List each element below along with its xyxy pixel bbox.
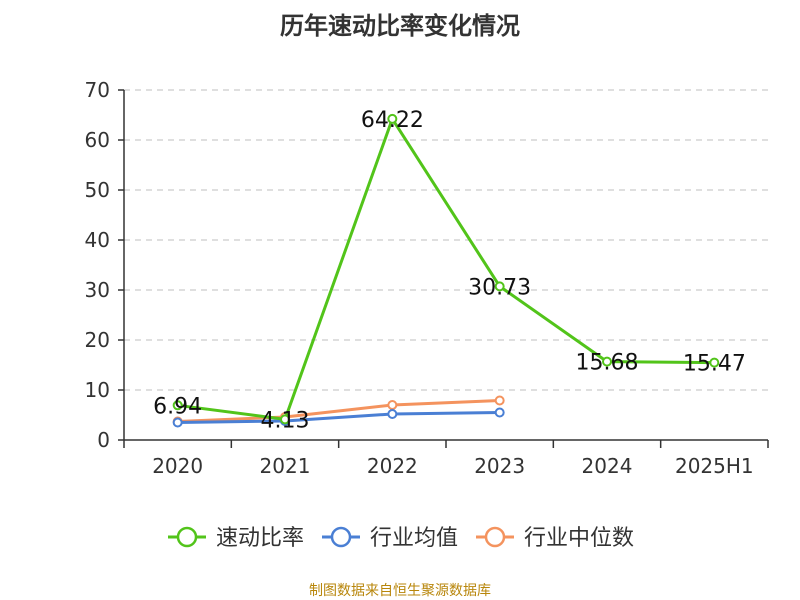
legend: 速动比率 行业均值 行业中位数	[168, 526, 634, 551]
x-tick-label: 2023	[474, 454, 525, 478]
data-point	[172, 417, 183, 428]
data-point	[494, 281, 505, 292]
legend-marker	[484, 526, 506, 548]
legend-marker	[176, 526, 198, 548]
data-point	[387, 113, 398, 124]
data-label: 15.47	[683, 352, 746, 377]
grid-lines	[124, 89, 768, 391]
data-point	[494, 407, 505, 418]
legend-label: 行业均值	[370, 526, 458, 551]
data-label: 4.13	[261, 408, 310, 433]
x-tick-label: 2024	[582, 454, 633, 478]
legend-label: 行业中位数	[524, 526, 634, 551]
x-tick-label: 2025H1	[675, 454, 754, 478]
chart-title: 历年速动比率变化情况	[280, 12, 520, 40]
data-labels: 6.94 4.13 64.22 30.73 15.68 15.47	[153, 108, 746, 433]
data-point	[602, 356, 612, 367]
data-label: 6.94	[153, 394, 202, 419]
data-point	[387, 409, 398, 419]
legend-label: 速动比率	[216, 526, 304, 551]
y-tick-label: 0	[97, 428, 110, 452]
y-tick-label: 20	[85, 328, 110, 352]
data-point	[494, 395, 505, 406]
series-layer	[172, 113, 720, 428]
y-tick-label: 10	[85, 378, 110, 402]
series-line	[177, 411, 500, 424]
x-tick-label: 2022	[367, 454, 418, 478]
data-point	[709, 357, 720, 368]
data-label: 64.22	[361, 108, 424, 133]
x-tick-label: 2021	[260, 454, 311, 478]
legend-marker	[330, 526, 352, 548]
series-line	[177, 117, 715, 421]
y-tick-label: 50	[85, 178, 110, 202]
data-point	[387, 400, 398, 410]
y-tick-label: 30	[85, 278, 110, 302]
data-label: 15.68	[576, 351, 639, 376]
source-note: 制图数据来自恒生聚源数据库	[309, 583, 491, 599]
x-tick-label: 2020	[152, 454, 203, 478]
data-label: 30.73	[468, 275, 531, 300]
data-point	[280, 414, 290, 425]
y-tick-label: 60	[85, 128, 110, 152]
data-point	[172, 400, 183, 411]
axes: 0 10 20 30 40 50 60 70 2020 2021 2022 2023 2024 2025H…	[85, 78, 769, 478]
y-tick-label: 40	[85, 228, 110, 252]
series-line	[177, 399, 500, 423]
y-tick-label: 70	[85, 78, 110, 102]
